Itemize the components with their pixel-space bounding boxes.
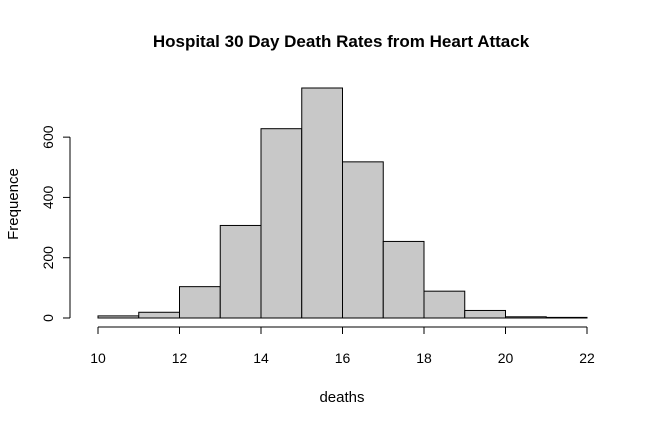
histogram-bar-17-18 [382, 240, 425, 319]
histogram-bar-14-15 [260, 128, 303, 319]
y-tick-label: 0 [40, 314, 56, 322]
histogram-bars [97, 87, 588, 319]
x-axis: 10 12 14 16 18 20 22 [90, 326, 595, 366]
x-tick-label: 18 [416, 350, 432, 366]
x-tick-label: 22 [579, 350, 595, 366]
y-axis: 0 200 400 600 [40, 125, 71, 322]
histogram-bar-11-12 [138, 311, 180, 319]
y-tick-label: 600 [40, 125, 56, 149]
x-tick-label: 20 [498, 350, 514, 366]
histogram-bar-20-21 [505, 316, 547, 319]
histogram-bar-21-22 [545, 316, 588, 319]
histogram-bar-13-14 [219, 224, 262, 319]
x-tick-label: 10 [90, 350, 106, 366]
y-axis-label: Frequence [5, 168, 22, 240]
histogram-bar-19-20 [464, 309, 506, 319]
histogram-bar-15-16 [301, 87, 343, 319]
histogram-bar-18-19 [423, 290, 466, 319]
chart-title: Hospital 30 Day Death Rates from Heart A… [153, 32, 530, 51]
x-tick-label: 14 [253, 350, 269, 366]
y-tick-label: 400 [40, 186, 56, 210]
histogram-bar-10-11 [97, 315, 140, 319]
x-tick-label: 12 [172, 350, 188, 366]
x-tick-label: 16 [335, 350, 351, 366]
histogram-bar-16-17 [342, 161, 384, 319]
y-tick-label: 200 [40, 246, 56, 270]
x-axis-label: deaths [319, 389, 364, 406]
histogram-bar-12-13 [179, 286, 221, 319]
